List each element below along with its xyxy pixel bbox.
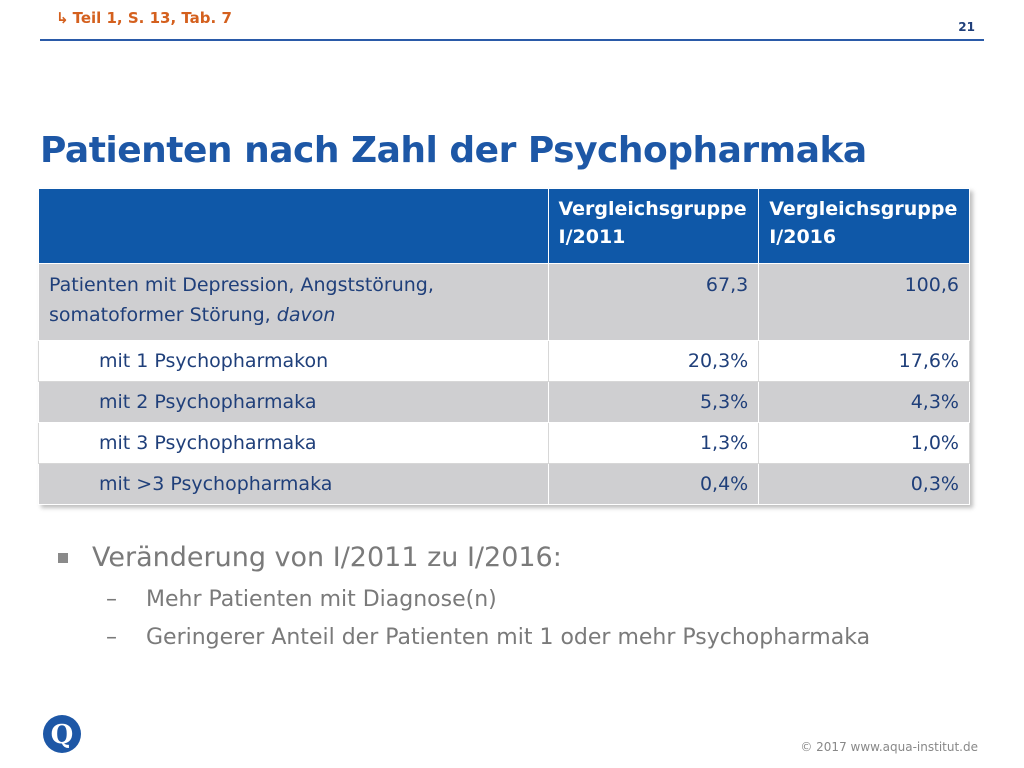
table-cell-label: mit 1 Psychopharmakon xyxy=(38,340,549,382)
table-cell-label: mit 3 Psychopharmaka xyxy=(38,422,549,464)
table-cell-label: mit 2 Psychopharmaka xyxy=(38,381,549,423)
table-row: mit >3 Psychopharmaka 0,4% 0,3% xyxy=(38,463,970,505)
table-cell-2011: 67,3 xyxy=(547,263,760,341)
table-cell-label: mit >3 Psychopharmaka xyxy=(38,463,549,505)
table-row: mit 2 Psychopharmaka 5,3% 4,3% xyxy=(38,381,970,423)
bullet-item: Veränderung von I/2011 zu I/2016: xyxy=(58,538,946,578)
table-cell-2011: 0,4% xyxy=(547,463,760,505)
slide-title: Patienten nach Zahl der Psychopharmaka xyxy=(40,130,867,171)
table-cell-2011: 5,3% xyxy=(547,381,760,423)
data-table: Vergleichsgruppe I/2011 Vergleichsgruppe… xyxy=(38,188,970,505)
table-cell-2011: 1,3% xyxy=(547,422,760,464)
table-header-2016: Vergleichsgruppe I/2016 xyxy=(758,188,970,264)
logo-letter: Q xyxy=(51,720,74,750)
page-number: 21 xyxy=(958,20,975,34)
table-cell-label: Patienten mit Depression, Angststörung, … xyxy=(38,263,549,341)
table-cell-2016: 17,6% xyxy=(758,340,970,382)
sub-bullet-item: – Mehr Patienten mit Diagnose(n) xyxy=(58,584,946,616)
dash-bullet-icon: – xyxy=(106,587,117,612)
bullet-list: Veränderung von I/2011 zu I/2016: – Mehr… xyxy=(58,538,946,654)
table-header-2011: Vergleichsgruppe I/2011 xyxy=(547,188,760,264)
total-label-italic: davon xyxy=(276,304,336,326)
table-row: mit 3 Psychopharmaka 1,3% 1,0% xyxy=(38,422,970,464)
table-row-total: Patienten mit Depression, Angststörung, … xyxy=(38,263,970,341)
table-cell-2016: 1,0% xyxy=(758,422,970,464)
table-cell-2016: 0,3% xyxy=(758,463,970,505)
aqua-logo-icon: Q xyxy=(43,715,81,753)
copyright-footer: © 2017 www.aqua-institut.de xyxy=(800,740,978,754)
source-reference: ↳ Teil 1, S. 13, Tab. 7 xyxy=(56,9,232,27)
total-label: Patienten mit Depression, Angststörung, … xyxy=(49,274,434,326)
table-cell-2016: 4,3% xyxy=(758,381,970,423)
table-cell-2016: 100,6 xyxy=(758,263,970,341)
table-row: mit 1 Psychopharmakon 20,3% 17,6% xyxy=(38,340,970,382)
bullet-text: Veränderung von I/2011 zu I/2016: xyxy=(92,542,562,573)
source-reference-text: Teil 1, S. 13, Tab. 7 xyxy=(72,9,232,27)
table-header-empty xyxy=(38,188,549,264)
aqua-logo: Q xyxy=(42,714,82,758)
sub-bullet-item: – Geringerer Anteil der Patienten mit 1 … xyxy=(58,622,946,654)
sub-bullet-text: Mehr Patienten mit Diagnose(n) xyxy=(146,587,497,612)
header-divider xyxy=(40,39,984,41)
dash-bullet-icon: – xyxy=(106,625,117,650)
square-bullet-icon xyxy=(58,553,68,563)
table-cell-2011: 20,3% xyxy=(547,340,760,382)
arrow-right-icon: ↳ xyxy=(56,9,69,27)
table-header-row: Vergleichsgruppe I/2011 Vergleichsgruppe… xyxy=(38,188,970,264)
sub-bullet-text: Geringerer Anteil der Patienten mit 1 od… xyxy=(146,625,871,650)
